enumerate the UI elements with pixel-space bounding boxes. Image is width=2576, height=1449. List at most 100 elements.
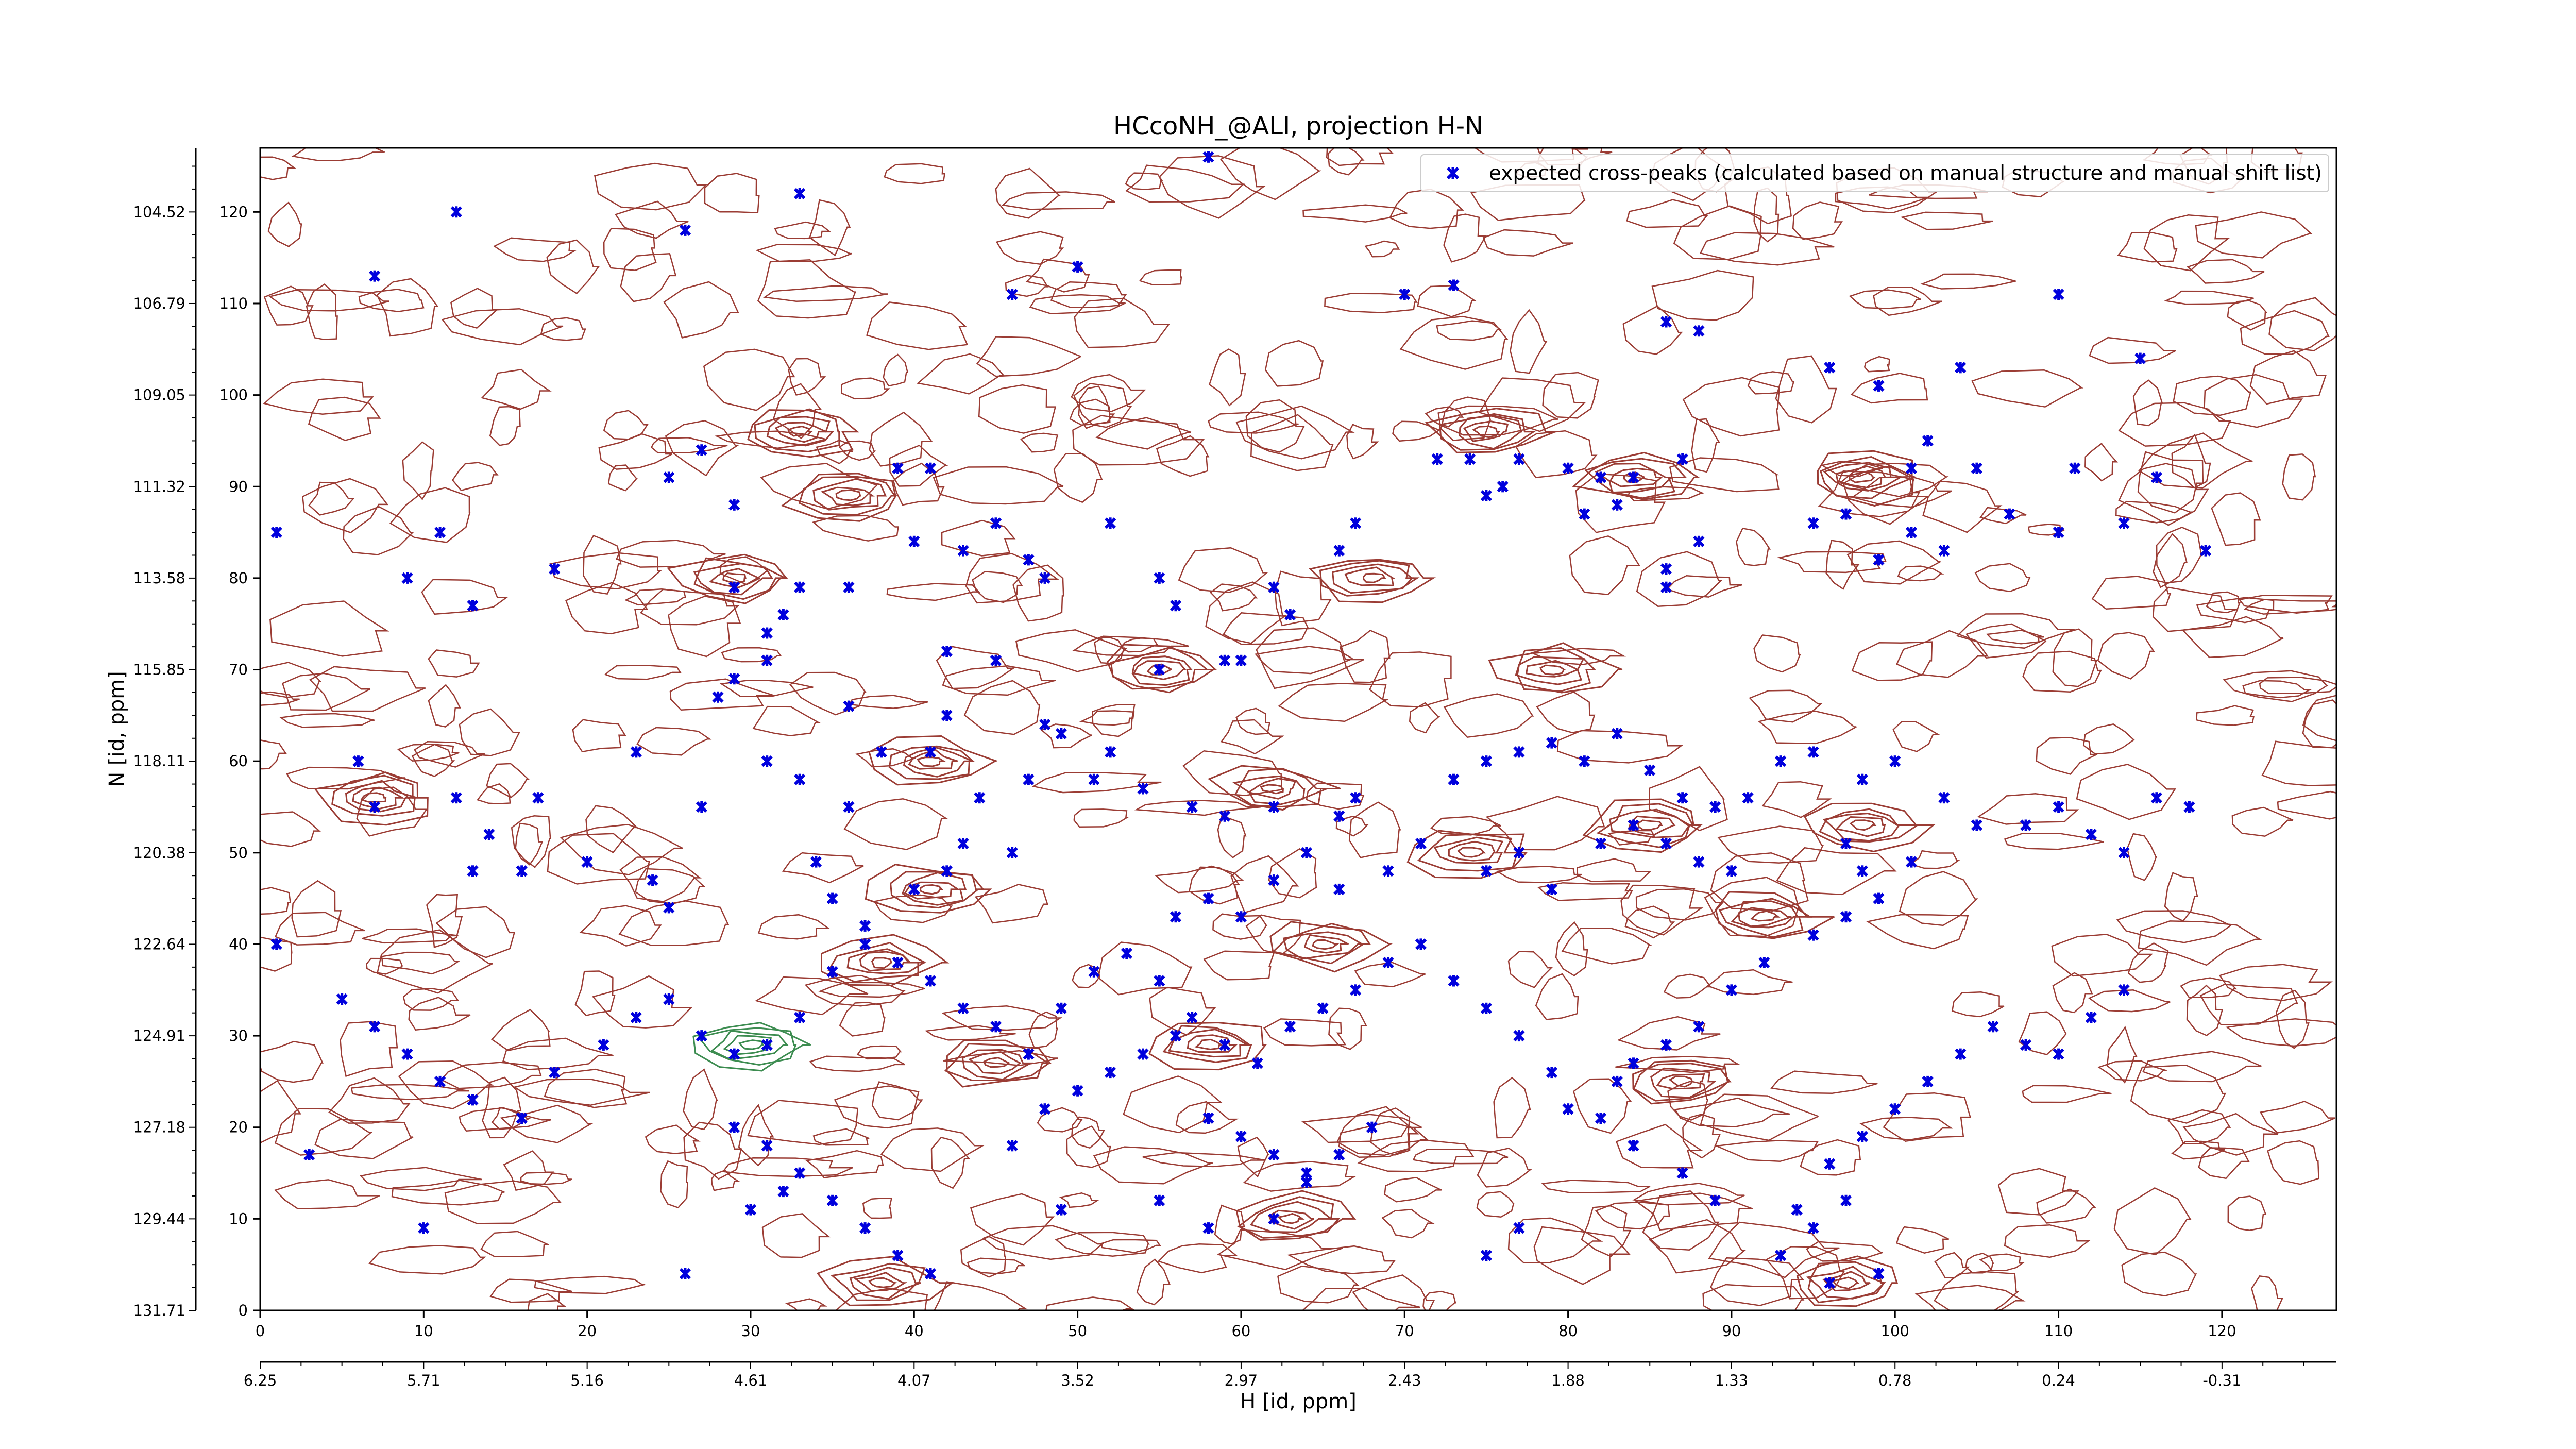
noise-contour	[2163, 290, 2254, 305]
peak-contour	[345, 780, 417, 813]
peak-contour	[314, 771, 429, 826]
cross-peak-marker	[1824, 1277, 1836, 1289]
noise-contour	[2227, 300, 2268, 331]
cross-peak-marker	[1170, 600, 1182, 612]
noise-contour	[785, 1298, 827, 1310]
noise-contour	[1561, 928, 1652, 965]
cross-peak-marker	[1268, 1149, 1280, 1161]
noise-contour	[1736, 527, 1771, 566]
noise-contour	[604, 665, 682, 680]
cross-peak-marker	[1088, 966, 1100, 978]
noise-contour	[503, 1150, 554, 1191]
cross-peak-marker	[1922, 1075, 1934, 1088]
noise-contour	[482, 1076, 522, 1139]
noise-contour	[1706, 969, 1793, 996]
noise-contour	[1673, 205, 1762, 260]
noise-contour	[1839, 463, 1949, 497]
noise-contour	[1866, 914, 1969, 950]
cross-peak-marker	[1546, 1066, 1558, 1079]
cross-peak-marker	[1480, 755, 1493, 767]
peak-contour	[903, 747, 973, 778]
noise-contour	[515, 822, 544, 866]
peak-contour	[1637, 819, 1663, 831]
cross-peak-marker	[663, 471, 675, 483]
noise-contour	[2143, 214, 2230, 272]
cross-peak-marker	[1497, 481, 1509, 493]
noise-contour	[1576, 858, 1652, 882]
cross-peak-marker	[1039, 1103, 1051, 1115]
noise-contour	[291, 148, 385, 161]
noise-contour	[1073, 382, 1132, 428]
y-ppm-tick-label: 111.32	[133, 478, 185, 495]
noise-contour	[493, 237, 578, 262]
noise-contour	[414, 741, 485, 768]
y-ppm-tick-label: 127.18	[133, 1119, 185, 1136]
noise-contour	[1059, 1192, 1100, 1208]
x-ppm-tick-label: 0.24	[2042, 1372, 2075, 1389]
noise-contour	[481, 368, 552, 410]
cross-peak-marker	[1922, 435, 1934, 447]
noise-contour	[2249, 350, 2327, 405]
noise-contour	[838, 440, 876, 461]
cross-peak-marker	[368, 801, 381, 813]
peak-contour	[1539, 664, 1567, 676]
cross-peak-marker	[1660, 581, 1672, 593]
cross-peak-marker	[1072, 1085, 1083, 1097]
noise-contour	[2218, 964, 2333, 1001]
noise-contour	[2130, 1064, 2227, 1124]
noise-contour	[1997, 1168, 2080, 1216]
cross-peak-marker	[1579, 508, 1590, 520]
noise-contour	[2277, 790, 2336, 820]
noise-contour	[260, 1040, 324, 1083]
noise-contour	[1572, 1078, 1632, 1134]
peak-contour	[1148, 1021, 1267, 1071]
noise-contour	[788, 358, 826, 396]
peak-contour	[1819, 808, 1920, 843]
peak-contour	[1106, 644, 1216, 690]
noise-contour	[618, 900, 730, 946]
peak-contour	[1425, 408, 1556, 453]
noise-contour	[2240, 310, 2330, 355]
cross-peak-marker	[1006, 847, 1018, 858]
noise-contour	[2171, 1140, 2225, 1160]
noise-contour	[1624, 905, 1675, 939]
noise-contour	[520, 1171, 572, 1185]
noise-contour	[1154, 865, 1245, 894]
peak-contour	[1439, 413, 1536, 451]
cross-peak-marker	[1480, 1002, 1493, 1014]
noise-contour	[719, 680, 814, 697]
cross-peak-marker	[270, 938, 282, 950]
cross-peak-marker	[1202, 1222, 1214, 1234]
cross-peak-marker	[908, 883, 920, 896]
noise-contour	[260, 887, 291, 915]
cross-peak-marker	[2053, 801, 2064, 813]
cross-peak-marker	[1448, 975, 1460, 987]
peak-contour	[787, 425, 814, 437]
noise-contour	[1825, 540, 1860, 590]
peak-contour	[908, 749, 958, 770]
cross-peak-marker	[859, 938, 871, 950]
noise-contour	[585, 805, 639, 854]
peak-contour	[1463, 420, 1509, 442]
peak-contour	[1848, 470, 1876, 483]
noise-contour	[260, 691, 300, 706]
noise-contour	[1704, 877, 1800, 937]
cross-peak-marker	[1873, 892, 1885, 904]
noise-contour	[1666, 575, 1742, 598]
noise-contour	[1648, 1219, 1747, 1274]
noise-contour	[513, 1079, 650, 1106]
peak-contour	[693, 557, 786, 600]
cross-peak-marker	[892, 1250, 904, 1261]
y-index-tick-label: 50	[229, 844, 248, 862]
noise-contour	[1615, 1123, 1704, 1169]
noise-contour	[2171, 433, 2211, 489]
peak-contour	[1232, 775, 1306, 805]
noise-contour	[809, 1055, 905, 1072]
peak-contour	[890, 871, 985, 909]
cross-peak-marker	[1824, 362, 1836, 374]
noise-contour	[1139, 269, 1182, 285]
cross-peak-marker	[467, 865, 479, 877]
x-index-tick-label: 70	[1395, 1322, 1414, 1340]
noise-contour	[1277, 1265, 1360, 1304]
cross-peak-marker	[549, 1066, 561, 1079]
